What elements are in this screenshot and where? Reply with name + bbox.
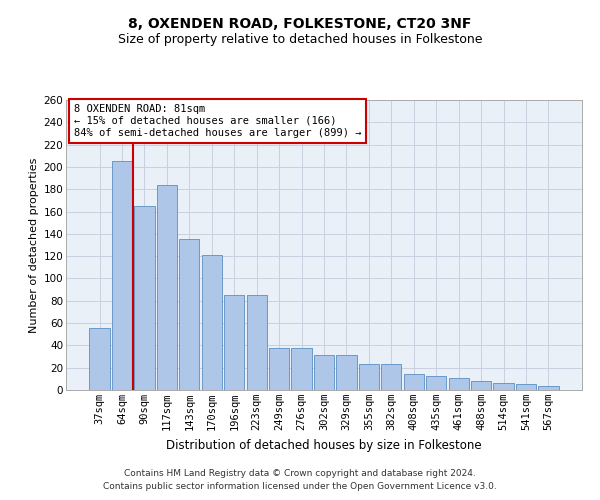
Bar	[112, 162, 132, 390]
Bar	[426, 376, 446, 390]
Bar	[269, 348, 289, 390]
Bar	[337, 356, 356, 390]
Bar	[134, 206, 155, 390]
Bar	[359, 364, 379, 390]
Text: 8, OXENDEN ROAD, FOLKESTONE, CT20 3NF: 8, OXENDEN ROAD, FOLKESTONE, CT20 3NF	[128, 18, 472, 32]
Bar	[404, 374, 424, 390]
Bar	[179, 240, 199, 390]
Bar	[493, 384, 514, 390]
Bar	[247, 295, 267, 390]
Bar	[538, 386, 559, 390]
Bar	[381, 364, 401, 390]
Bar	[449, 378, 469, 390]
Y-axis label: Number of detached properties: Number of detached properties	[29, 158, 40, 332]
Bar	[471, 381, 491, 390]
Bar	[516, 384, 536, 390]
Bar	[224, 295, 244, 390]
Bar	[89, 328, 110, 390]
Text: Size of property relative to detached houses in Folkestone: Size of property relative to detached ho…	[118, 32, 482, 46]
Bar	[157, 185, 177, 390]
Bar	[292, 348, 311, 390]
Text: 8 OXENDEN ROAD: 81sqm
← 15% of detached houses are smaller (166)
84% of semi-det: 8 OXENDEN ROAD: 81sqm ← 15% of detached …	[74, 104, 361, 138]
Text: Contains HM Land Registry data © Crown copyright and database right 2024.: Contains HM Land Registry data © Crown c…	[124, 468, 476, 477]
Bar	[202, 255, 222, 390]
X-axis label: Distribution of detached houses by size in Folkestone: Distribution of detached houses by size …	[166, 438, 482, 452]
Text: Contains public sector information licensed under the Open Government Licence v3: Contains public sector information licen…	[103, 482, 497, 491]
Bar	[314, 356, 334, 390]
